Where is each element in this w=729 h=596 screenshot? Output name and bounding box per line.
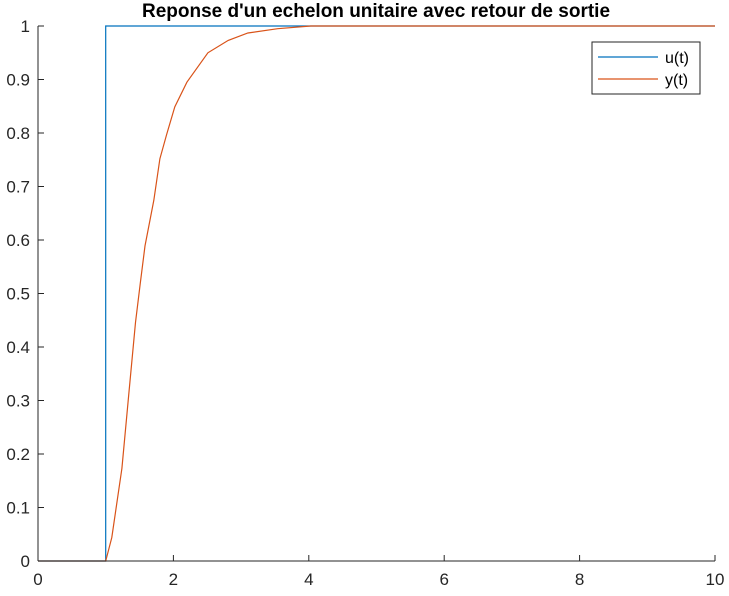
series-line-yt <box>38 25 715 562</box>
legend-box <box>591 41 701 95</box>
x-tick-label: 8 <box>575 570 584 589</box>
y-tick-label: 0.6 <box>6 231 30 250</box>
legend-label: y(t) <box>665 72 688 89</box>
x-tick-label: 2 <box>169 570 178 589</box>
legend-label: u(t) <box>665 50 689 67</box>
y-tick-label: 0.5 <box>6 285 30 304</box>
y-tick-label: 0.8 <box>6 124 30 143</box>
legend: u(t) y(t) <box>591 41 701 95</box>
y-tick-label: 1 <box>21 17 30 36</box>
y-tick-label: 0 <box>21 552 30 571</box>
x-tick-label: 6 <box>439 570 448 589</box>
axes: 0 2 4 6 8 10 0 0.1 0.2 0.3 0.4 0.5 0.6 0.7 0.8 0.9 1 <box>6 17 724 589</box>
y-tick-label: 0.3 <box>6 392 30 411</box>
plot-area <box>38 25 715 562</box>
y-tick-label: 0.7 <box>6 178 30 197</box>
x-tick-label: 0 <box>33 570 42 589</box>
x-tick-label: 10 <box>706 570 725 589</box>
y-tick-label: 0.9 <box>6 71 30 90</box>
y-tick-label: 0.1 <box>6 499 30 518</box>
x-tick-label: 4 <box>304 570 313 589</box>
y-tick-label: 0.4 <box>6 338 30 357</box>
y-tick-label: 0.2 <box>6 445 30 464</box>
chart-title: Reponse d'un echelon unitaire avec retou… <box>142 1 610 22</box>
